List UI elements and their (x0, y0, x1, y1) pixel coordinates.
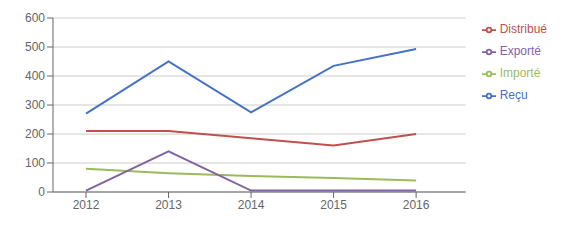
html-text:Importé: Importé (499, 66, 541, 80)
svg-text:2014: 2014 (238, 198, 265, 212)
svg-text:2013: 2013 (155, 198, 182, 212)
svg-text:2016: 2016 (403, 198, 430, 212)
svg-text:600: 600 (25, 11, 45, 25)
svg-text:200: 200 (25, 127, 45, 141)
html-text:Exporté: Exporté (499, 44, 541, 58)
svg-text:0: 0 (38, 185, 45, 199)
svg-text:2012: 2012 (73, 198, 100, 212)
svg-text:100: 100 (25, 156, 45, 170)
svg-text:500: 500 (25, 40, 45, 54)
svg-text:300: 300 (25, 98, 45, 112)
svg-text:2015: 2015 (320, 198, 347, 212)
html-text:Distribué: Distribué (499, 22, 547, 36)
html-text:Reçu: Reçu (499, 88, 528, 102)
svg-text:400: 400 (25, 69, 45, 83)
